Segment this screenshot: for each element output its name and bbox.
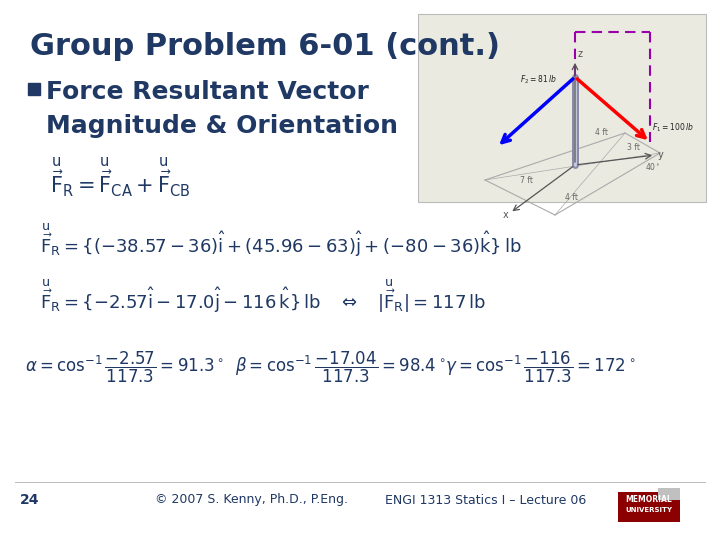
Text: 24: 24 [20,493,40,507]
Bar [28,83,40,95]
Text: $\beta = \cos^{-1}\dfrac{-17.04}{117.3} = 98.4^\circ$: $\beta = \cos^{-1}\dfrac{-17.04}{117.3} … [235,350,446,385]
Text: © 2007 S. Kenny, Ph.D., P.Eng.: © 2007 S. Kenny, Ph.D., P.Eng. [155,494,348,507]
Bar [658,488,680,500]
Text: $\alpha = \cos^{-1}\dfrac{-2.57}{117.3} = 91.3^\circ$: $\alpha = \cos^{-1}\dfrac{-2.57}{117.3} … [25,350,224,385]
Bar [418,14,706,202]
Text: y: y [658,150,664,160]
Text: UNIVERSITY: UNIVERSITY [626,507,672,513]
Text: 7 ft: 7 ft [520,176,533,185]
Text: $40^\circ$: $40^\circ$ [645,161,660,172]
Text: z: z [578,49,583,59]
Text: ENGI 1313 Statics I – Lecture 06: ENGI 1313 Statics I – Lecture 06 [385,494,586,507]
Text: x: x [503,210,509,220]
Bar [618,492,680,522]
Text: 4 ft: 4 ft [595,128,608,137]
Text: $\gamma = \cos^{-1}\dfrac{-116}{117.3} = 172^\circ$: $\gamma = \cos^{-1}\dfrac{-116}{117.3} =… [445,350,636,385]
Text: $\overset{\rm u}{\vec{F}}_R = \{-2.57\hat{i} - 17.0\hat{j} - 116\,\hat{k}\}\,lb : $\overset{\rm u}{\vec{F}}_R = \{-2.57\ha… [40,278,486,315]
Text: $F_2=81\,lb$: $F_2=81\,lb$ [520,73,557,85]
Text: $\overset{\rm u}{\vec{F}}_R = \{(-38.57-36)\hat{i} + (45.96-63)\hat{j} + (-80-36: $\overset{\rm u}{\vec{F}}_R = \{(-38.57-… [40,222,522,259]
Text: 3 ft: 3 ft [627,143,640,152]
Text: 4 ft: 4 ft [565,193,578,202]
Text: Force Resultant Vector
Magnitude & Orientation: Force Resultant Vector Magnitude & Orien… [46,80,398,138]
Text: $F_1=100\,lb$: $F_1=100\,lb$ [652,121,694,133]
Text: MEMORIAL: MEMORIAL [626,496,672,504]
Text: Group Problem 6-01 (cont.): Group Problem 6-01 (cont.) [30,32,500,61]
Text: $\overset{\rm u}{\vec{F}}_R = \overset{\rm u}{\vec{F}}_{CA} + \overset{\rm u}{\v: $\overset{\rm u}{\vec{F}}_R = \overset{\… [50,155,191,199]
